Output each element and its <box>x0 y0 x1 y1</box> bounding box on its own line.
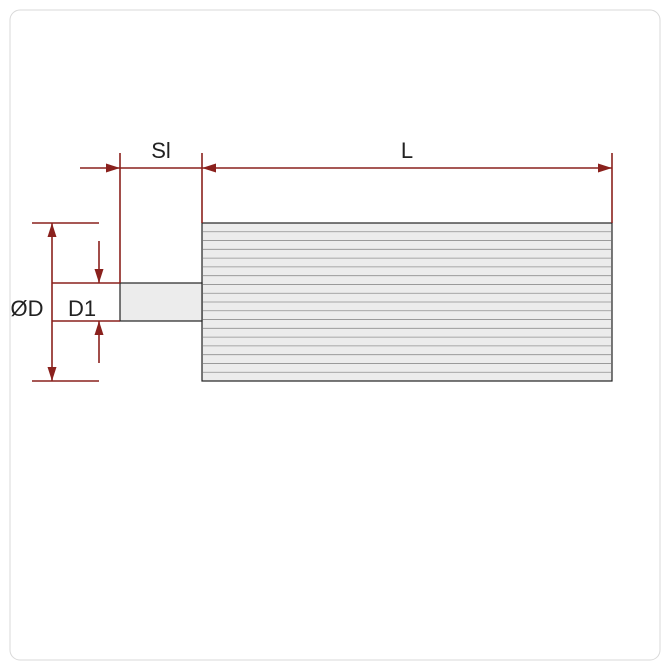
technical-diagram: L Sl D1 ØD <box>0 0 670 670</box>
pulley-body <box>202 223 612 381</box>
dim-label: ØD <box>11 296 44 321</box>
dim-label: Sl <box>151 138 171 163</box>
shaft <box>120 283 202 321</box>
dim-label: L <box>401 138 413 163</box>
dim-label: D1 <box>68 296 96 321</box>
